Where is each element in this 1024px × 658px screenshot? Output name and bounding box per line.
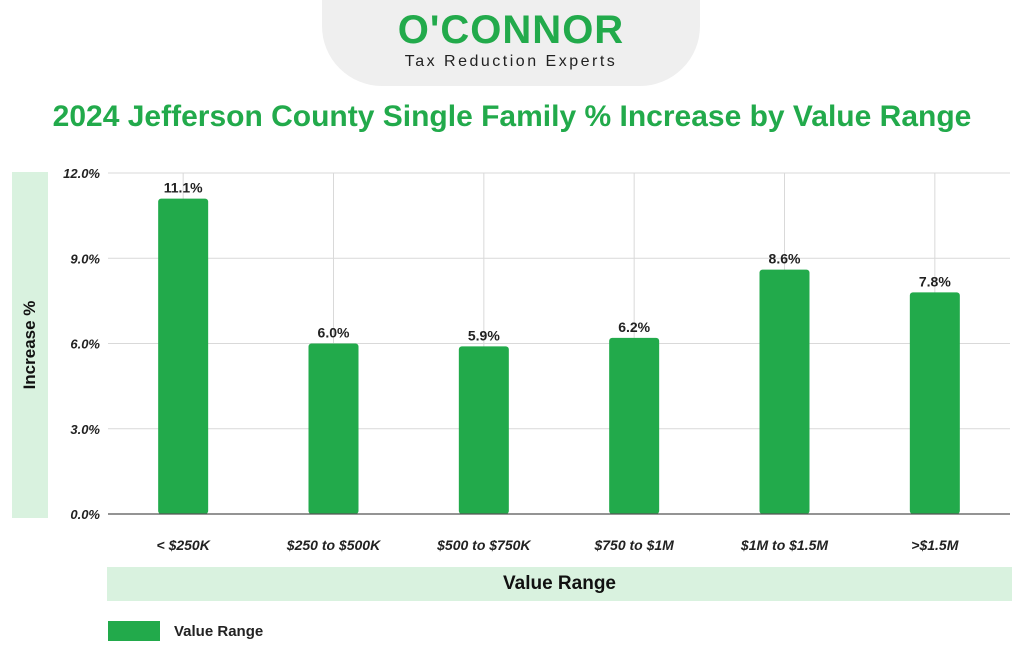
y-tick-label: 6.0% — [70, 337, 100, 352]
x-tick-label: $250 to $500K — [286, 537, 381, 553]
legend: Value Range — [108, 620, 263, 642]
data-label: 7.8% — [919, 273, 951, 289]
chart-title: 2024 Jefferson County Single Family % In… — [52, 100, 972, 133]
x-tick-label: $1M to $1.5M — [740, 537, 828, 553]
data-label: 6.2% — [618, 319, 650, 335]
logo-banner: O'CONNOR Tax Reduction Experts — [322, 0, 700, 86]
x-axis-title: Value Range — [107, 567, 1012, 601]
bar — [909, 292, 960, 514]
y-tick-label: 9.0% — [70, 251, 100, 266]
y-axis-title: Increase % — [20, 300, 39, 390]
y-axis-title-band: Increase % — [12, 172, 48, 518]
data-label: 5.9% — [468, 327, 500, 343]
data-label: 6.0% — [318, 325, 350, 341]
bar — [158, 198, 209, 514]
x-tick-label: $500 to $750K — [436, 537, 531, 553]
brand-tagline: Tax Reduction Experts — [404, 53, 618, 70]
bar — [609, 337, 660, 514]
y-tick-label: 0.0% — [70, 507, 100, 522]
bar — [458, 346, 509, 514]
bar — [308, 343, 359, 514]
data-label: 8.6% — [769, 251, 801, 267]
x-tick-label: >$1.5M — [911, 537, 958, 553]
bar — [759, 269, 810, 514]
legend-swatch — [108, 621, 160, 641]
y-tick-label: 12.0% — [63, 166, 100, 181]
data-label: 11.1% — [164, 180, 203, 196]
y-tick-label: 3.0% — [70, 422, 100, 437]
x-tick-label: < $250K — [157, 537, 211, 553]
legend-label: Value Range — [174, 622, 264, 640]
brand-logo: O'CONNOR — [397, 8, 625, 52]
x-tick-label: $750 to $1M — [593, 537, 674, 553]
